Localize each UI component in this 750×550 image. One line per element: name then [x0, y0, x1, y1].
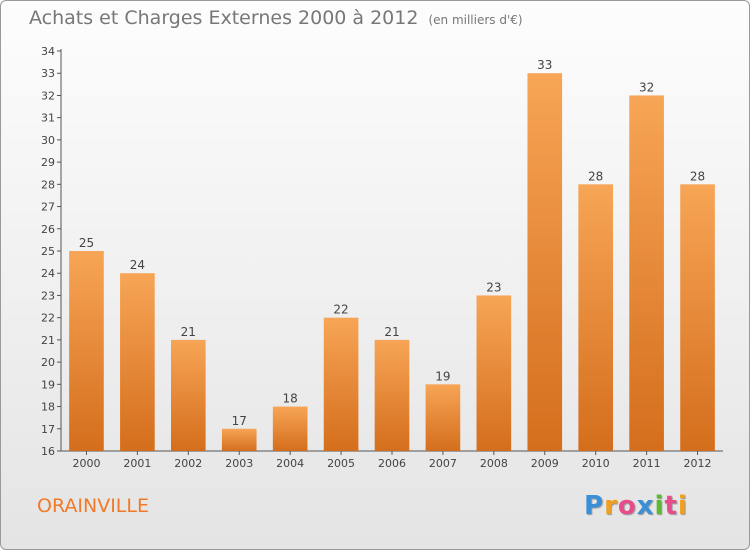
bar-2007 — [425, 384, 461, 451]
x-tick-label: 2002 — [174, 457, 202, 470]
proxiti-logo[interactable]: Proxiti — [584, 491, 688, 521]
bar-2011 — [629, 95, 664, 451]
x-tick-label: 2004 — [276, 457, 304, 470]
x-tick-label: 2005 — [327, 457, 355, 470]
y-tick-label: 26 — [41, 223, 55, 236]
value-label-2001: 24 — [130, 258, 145, 272]
value-label-2004: 18 — [283, 392, 298, 406]
x-tick-label: 2003 — [225, 457, 253, 470]
value-label-2005: 22 — [333, 303, 348, 317]
x-tick-label: 2008 — [480, 457, 508, 470]
bar-2003 — [221, 428, 257, 451]
x-tick-label: 2001 — [123, 457, 151, 470]
y-tick-label: 31 — [41, 112, 55, 125]
logo-letter: P — [584, 491, 605, 521]
value-label-2008: 23 — [486, 280, 501, 294]
value-label-2002: 21 — [181, 325, 196, 339]
bar-2010 — [578, 184, 614, 452]
chart-title-text: Achats et Charges Externes 2000 à 2012 — [29, 7, 419, 29]
logo-letter: t — [664, 491, 678, 521]
logo-letter: i — [677, 491, 688, 521]
y-tick-label: 27 — [41, 201, 55, 214]
bar-2009 — [527, 73, 563, 451]
y-tick-label: 29 — [41, 156, 55, 169]
x-tick-label: 2007 — [429, 457, 457, 470]
x-tick-label: 2011 — [633, 457, 661, 470]
bar-2000 — [69, 251, 104, 451]
bar-2012 — [680, 184, 715, 452]
y-tick-label: 19 — [41, 378, 55, 391]
y-tick-label: 33 — [41, 67, 55, 80]
x-tick-label: 2009 — [531, 457, 559, 470]
bar-2001 — [120, 273, 155, 451]
value-label-2009: 33 — [537, 58, 552, 72]
x-tick-label: 2012 — [684, 457, 712, 470]
logo-letter: i — [654, 491, 665, 521]
chart-title: Achats et Charges Externes 2000 à 2012 (e… — [29, 7, 523, 29]
y-tick-label: 17 — [41, 423, 55, 436]
value-label-2011: 32 — [639, 80, 654, 94]
bar-2006 — [374, 339, 410, 451]
bar-2002 — [170, 339, 206, 451]
value-label-2000: 25 — [79, 236, 94, 250]
town-name: ORAINVILLE — [37, 495, 149, 517]
logo-letter: o — [617, 491, 637, 521]
value-label-2003: 17 — [232, 414, 247, 428]
logo-letter: r — [604, 491, 618, 521]
y-tick-label: 16 — [41, 445, 55, 458]
bar-2008 — [476, 295, 512, 451]
chart-subtitle: (en milliers d'€) — [428, 13, 523, 27]
y-tick-label: 28 — [41, 178, 55, 191]
bars — [69, 73, 715, 452]
value-label-2006: 21 — [384, 325, 399, 339]
y-tick-label: 18 — [41, 401, 55, 414]
value-label-2010: 28 — [588, 169, 603, 183]
value-labels: 25 24 21 17 18 22 21 19 23 33 28 32 28 — [79, 58, 705, 428]
x-tick-label: 2010 — [582, 457, 610, 470]
y-tick-label: 23 — [41, 289, 55, 302]
y-tick-label: 34 — [41, 45, 55, 58]
y-tick-label: 32 — [41, 89, 55, 102]
bar-2005 — [323, 317, 359, 451]
y-tick-label: 20 — [41, 356, 55, 369]
y-tick-label: 22 — [41, 312, 55, 325]
y-tick-label: 24 — [41, 267, 55, 280]
y-tick-label: 25 — [41, 245, 55, 258]
logo-letter: x — [636, 491, 655, 521]
bar-2004 — [272, 406, 308, 451]
y-tick-label: 30 — [41, 134, 55, 147]
value-label-2007: 19 — [435, 369, 450, 383]
x-tick-label: 2000 — [72, 457, 100, 470]
value-label-2012: 28 — [690, 169, 705, 183]
x-tick-label: 2006 — [378, 457, 406, 470]
y-tick-label: 21 — [41, 334, 55, 347]
